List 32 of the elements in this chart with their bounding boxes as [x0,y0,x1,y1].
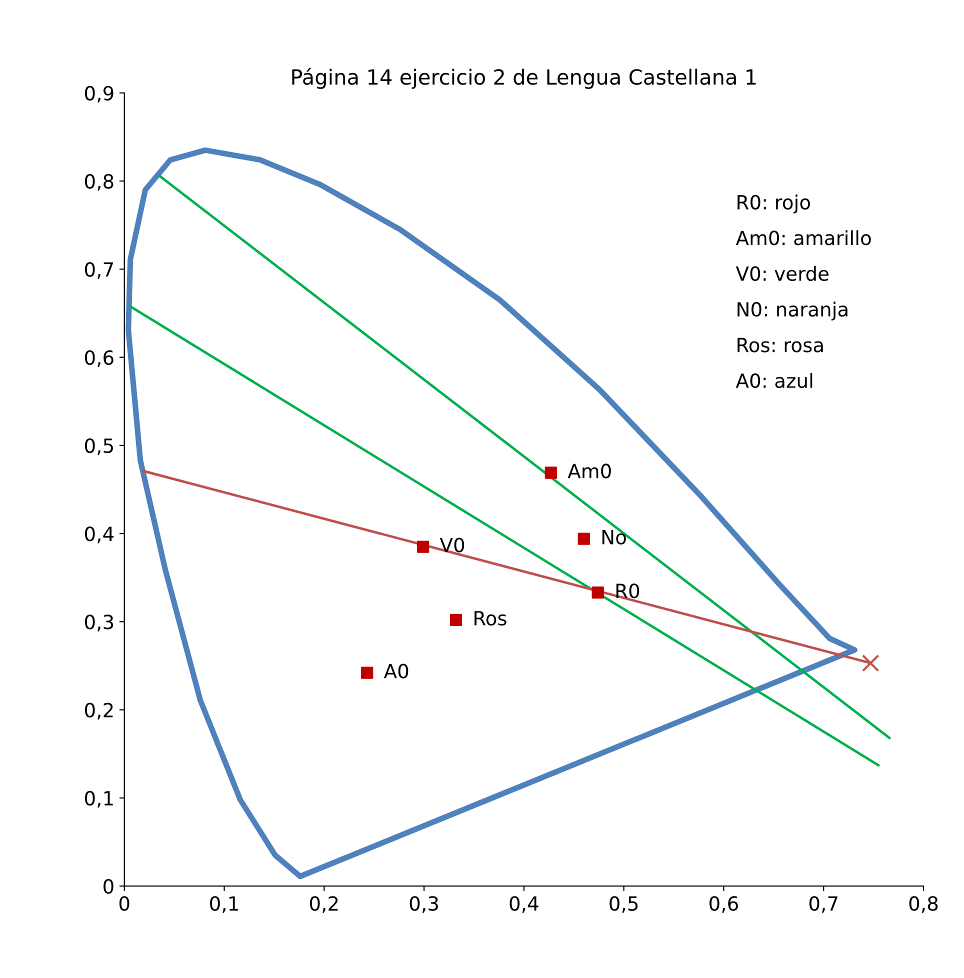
annotation: Ros: rosa [738,338,823,352]
annotation: Ros [474,611,506,626]
x-tick-label: 0,6 [710,896,738,913]
annotation: Am0: amarillo [736,230,871,246]
x-tick-label: 0,2 [310,896,338,913]
y-tick-label: 0 [104,879,114,894]
x-tick-label: 0 [119,896,130,911]
x-tick-label: 0,1 [210,896,238,913]
annotation: A0: azul [736,373,812,388]
chart-title: Página 14 ejercicio 2 de Lengua Castellana 1 [292,68,756,89]
annotation: No [602,530,626,544]
y-tick-label: 0,3 [84,614,114,632]
y-tick-label: 0,9 [84,86,114,103]
y-tick-label: 0,2 [84,702,113,720]
annotation: R0 [616,584,640,598]
annotation: V0 [440,538,464,552]
x-tick-label: 0,3 [410,896,438,913]
x-tick-label: 0,8 [909,896,938,913]
y-tick-label: 0,7 [84,262,113,279]
annotation: Am0 [568,464,611,478]
y-tick-label: 0,4 [84,526,114,544]
annotation: V0: verde [736,266,829,281]
y-tick-label: 0,6 [84,350,114,367]
annotation: A0 [384,664,408,678]
annotation: R0: rojo [738,194,810,214]
x-tick-label: 0,5 [610,896,638,913]
y-tick-label: 0,8 [84,174,114,191]
y-tick-label: 0,5 [84,438,113,456]
x-tick-label: 0,4 [510,896,538,913]
annotation: N0: naranja [738,302,848,320]
x-tick-label: 0,7 [809,896,838,913]
y-tick-label: 0,1 [84,790,113,808]
